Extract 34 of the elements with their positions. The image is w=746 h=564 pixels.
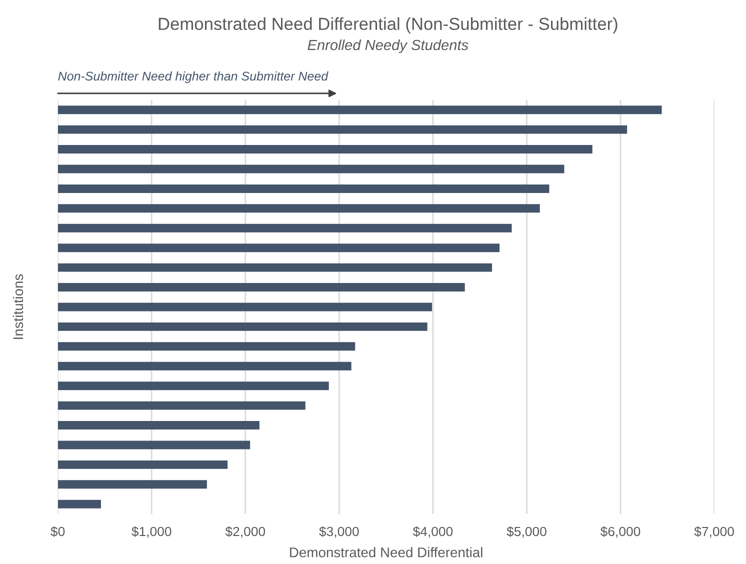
x-tick-label: $6,000 <box>600 526 640 538</box>
bar <box>58 500 101 508</box>
bar <box>58 322 428 331</box>
y-axis-title: Institutions <box>12 274 24 339</box>
x-tick-label: $4,000 <box>412 526 453 538</box>
bar <box>58 184 550 193</box>
bar <box>58 342 356 351</box>
bar <box>58 244 500 252</box>
bar <box>58 421 260 430</box>
bar <box>58 302 432 312</box>
bar <box>58 106 662 114</box>
x-tick-label: $5,000 <box>506 526 546 538</box>
bar <box>58 263 492 272</box>
bar <box>58 283 465 292</box>
chart-subtitle: Enrolled Needy Students <box>308 39 468 54</box>
x-tick-label: $3,000 <box>319 526 359 538</box>
bar <box>58 164 564 174</box>
x-axis-title: Demonstrated Need Differential <box>290 547 482 558</box>
bar <box>58 382 329 390</box>
bar <box>58 125 628 134</box>
x-tick-label: $0 <box>50 526 65 537</box>
x-tick-label: $7,000 <box>694 526 734 538</box>
bar <box>58 460 228 469</box>
bar <box>58 480 207 489</box>
x-tick-label: $1,000 <box>132 526 172 538</box>
bar <box>58 362 352 370</box>
bar <box>58 401 306 410</box>
bar <box>58 145 592 154</box>
x-tick-label: $2,000 <box>225 526 266 538</box>
text: Non-Submitter Need higher than Submitter Need <box>58 71 328 84</box>
chart-title: Demonstrated Need Differential (Non-Submitter - Submitter) <box>158 17 618 34</box>
bar <box>58 440 250 450</box>
bar <box>58 204 540 213</box>
bar <box>58 224 512 232</box>
